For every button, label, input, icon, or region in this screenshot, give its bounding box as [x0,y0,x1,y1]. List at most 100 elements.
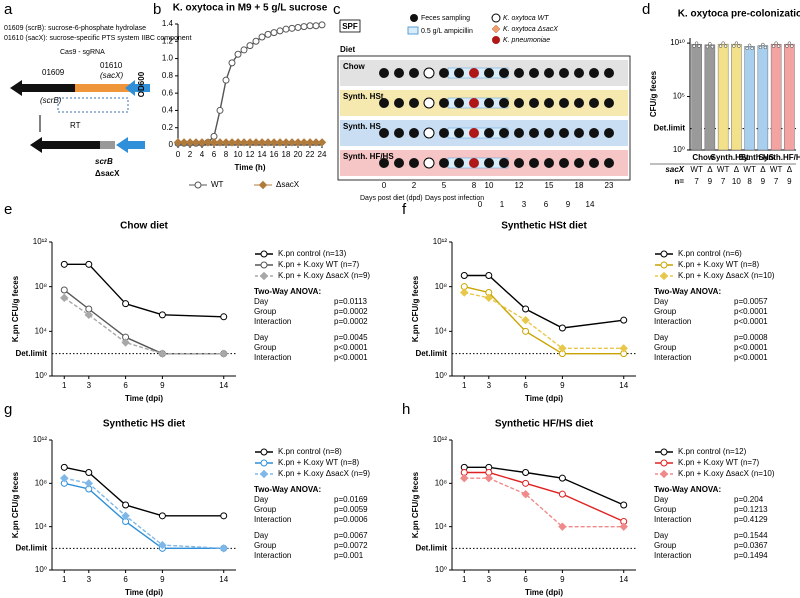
stats-p: p=0.0006 [334,515,368,524]
y-tick-label: 10⁸ [435,478,447,487]
gene-arrow [125,80,150,96]
x-tick-label: WT [743,165,756,174]
dot [723,44,728,48]
panel-a: a 01609 (scrB): sucrose-6-phosphate hydr… [4,1,192,178]
sample-dot [514,68,524,78]
x-tick-label: 1 [62,381,67,390]
dot [694,41,699,45]
legend-text: K. oxytoca ΔsacX [503,26,558,33]
marker [659,469,669,479]
stats-term: Day [254,531,268,540]
sample-dot [454,98,464,108]
legend-label: K.pn + K.oxy WT (n=7) [278,260,360,269]
gene-label: (sacX) [100,71,123,80]
legend-icon [492,36,500,44]
stats-p: p=0.1544 [734,531,768,540]
sample-dot [589,98,599,108]
marker [521,315,530,325]
marker [122,501,130,509]
sample-dot [604,98,614,108]
det-limit-label: Det.limit [415,543,447,552]
marker [460,288,469,297]
dpi-tick: 1 [500,200,505,209]
y-tick-label: 10¹² [433,237,448,246]
dot [705,45,710,49]
marker [287,138,297,147]
y-tick-label: 10¹² [33,237,48,246]
y-tick-label: 10⁴ [435,326,448,335]
marker [191,138,201,147]
legend-text: K. oxytoca WT [503,15,549,22]
sample-dot [423,67,435,79]
dot [697,44,701,48]
marker [121,511,130,521]
sample-dot [469,128,479,138]
marker [239,138,249,147]
x-tick-label: 20 [294,150,303,159]
bar [717,43,729,151]
chart-title: Chow diet [120,221,168,232]
dpi-tick: 0 [478,200,483,209]
y-tick-label: 1.0 [162,54,174,63]
x-tick-label: 3 [487,381,492,390]
series-line [63,289,224,355]
dpd-tick: 0 [382,181,387,190]
stats-p: p=0.0002 [334,317,368,326]
template [57,97,129,113]
y-tick-label: 10¹² [33,435,48,444]
x-axis-label: Time (dpi) [525,588,563,597]
marker [460,272,468,279]
marker [259,271,269,281]
marker [300,23,308,31]
n-value: 8 [747,177,752,186]
x-axis-label: Time (dpi) [125,394,163,403]
marker [558,474,566,482]
dpd-tick: 18 [575,181,584,190]
stats-term: Day [654,297,668,306]
gene-label: 01610 [100,61,123,70]
sample-dot [574,158,584,168]
sample-dot [439,158,449,168]
bar [704,44,716,151]
sample-dot [529,98,539,108]
marker [269,138,279,147]
dot [745,46,749,50]
marker [60,293,69,303]
marker [305,138,315,147]
dpd-tick: 12 [515,181,524,190]
dpd-tick: 2 [412,181,417,190]
dot [718,44,723,48]
x-tick-label: WT [717,165,730,174]
sample-dot [484,68,494,78]
x-axis-label: Time (dpi) [125,588,163,597]
sample-dot [439,98,449,108]
marker [263,138,273,147]
y-tick-label: 10⁸ [35,282,47,291]
sample-dot [423,157,435,169]
sample-dot [544,128,554,138]
stats-p: p=0.1494 [734,551,768,560]
det-limit-label: Det.limit [653,124,685,133]
step-label: RT [70,121,81,130]
x-tick-label: Δ [787,165,793,174]
y-tick-label: 0.6 [162,88,174,97]
y-tick-label: 10¹² [433,435,448,444]
marker [317,138,327,147]
n-value: 9 [787,177,792,186]
sample-dot [379,158,389,168]
marker [660,261,668,269]
note: 01610 (sacX): sucrose-specific PTS syste… [4,35,192,42]
y-axis-label: K.pn CFU/g feces [411,471,420,538]
sample-dot [589,158,599,168]
marker [558,490,566,498]
note: 01609 (scrB): sucrose-6-phosphate hydrol… [4,25,146,32]
gene-box [75,84,130,92]
sample-dot [574,68,584,78]
y-tick-label: 10⁰ [435,371,447,380]
sample-dot [514,158,524,168]
sample-dot [379,128,389,138]
dpd-tick: 5 [442,181,447,190]
marker [121,338,130,347]
marker [234,50,242,58]
marker [288,24,296,32]
